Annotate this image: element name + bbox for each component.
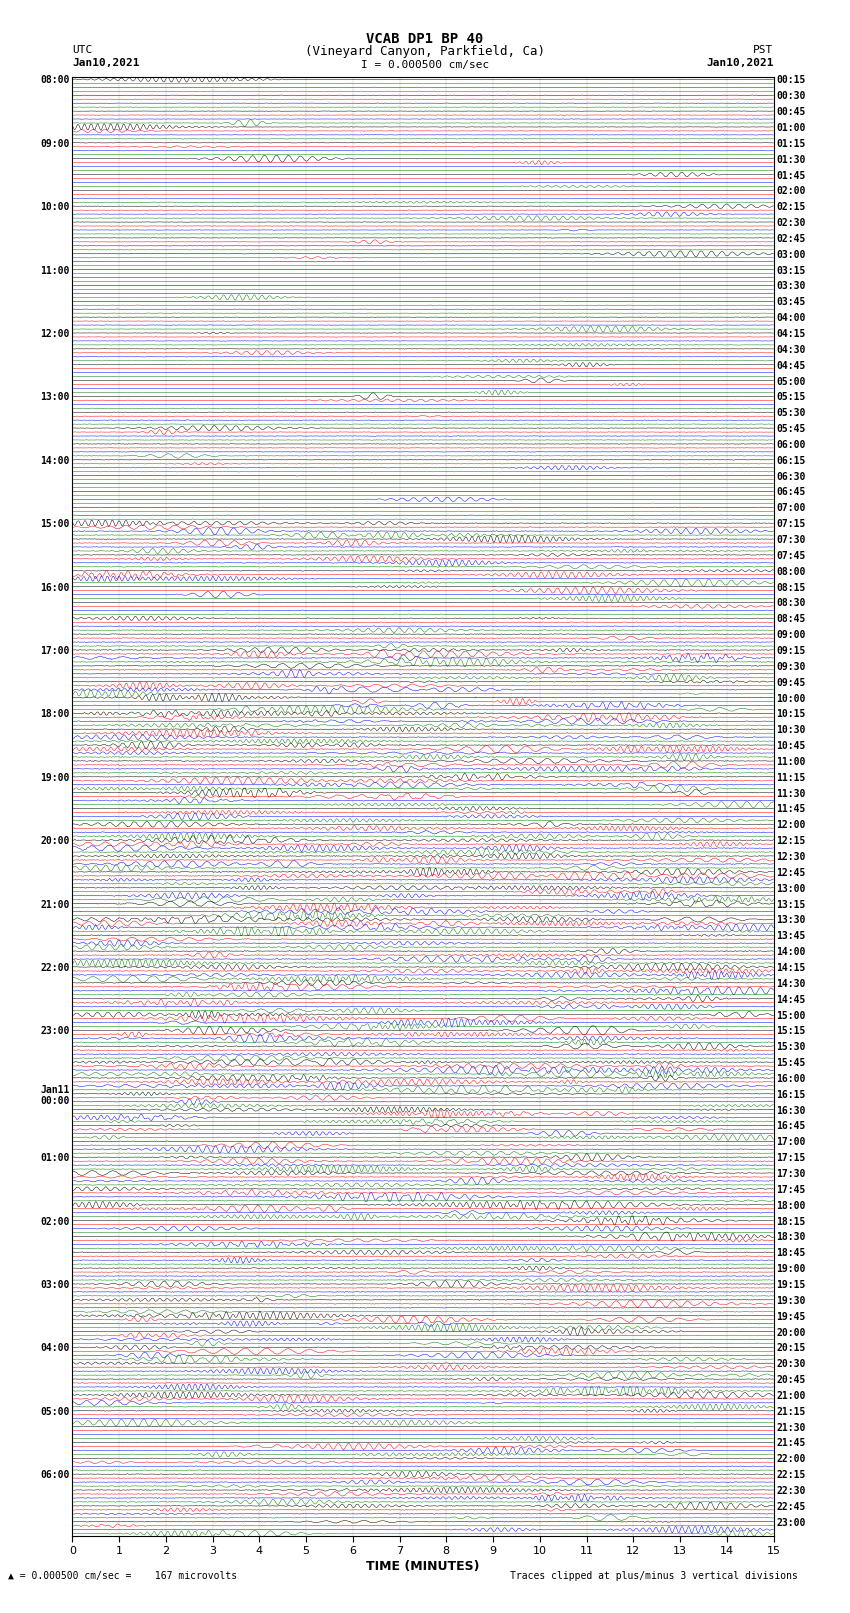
Text: Jan10,2021: Jan10,2021 [706,58,774,68]
Text: (Vineyard Canyon, Parkfield, Ca): (Vineyard Canyon, Parkfield, Ca) [305,45,545,58]
Text: Traces clipped at plus/minus 3 vertical divisions: Traces clipped at plus/minus 3 vertical … [510,1571,798,1581]
Text: VCAB DP1 BP 40: VCAB DP1 BP 40 [366,32,484,47]
Text: UTC: UTC [72,45,93,55]
Text: ▲ = 0.000500 cm/sec =    167 microvolts: ▲ = 0.000500 cm/sec = 167 microvolts [8,1571,238,1581]
Text: Jan10,2021: Jan10,2021 [72,58,139,68]
X-axis label: TIME (MINUTES): TIME (MINUTES) [366,1560,479,1573]
Text: I = 0.000500 cm/sec: I = 0.000500 cm/sec [361,60,489,69]
Text: PST: PST [753,45,774,55]
